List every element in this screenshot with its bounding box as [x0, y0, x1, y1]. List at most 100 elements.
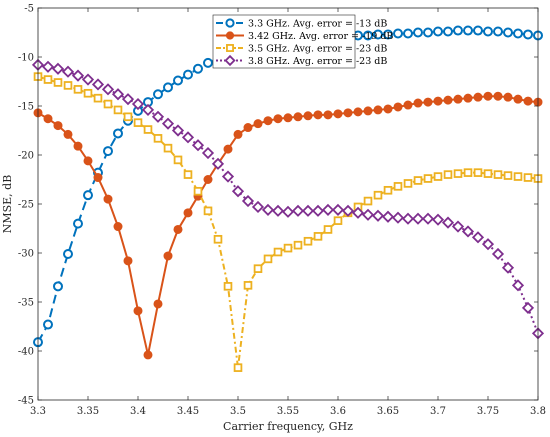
- data-point: [333, 109, 343, 119]
- data-point: [493, 170, 503, 179]
- x-tick-label: 3.4: [130, 406, 146, 417]
- data-point: [131, 97, 145, 111]
- x-tick-label: 3.65: [377, 406, 399, 417]
- data-point: [151, 110, 165, 123]
- legend-label: 3.42 GHz. Avg. error = -19 dB: [248, 31, 393, 42]
- data-point: [273, 114, 283, 124]
- data-point: [301, 204, 315, 217]
- data-point: [141, 103, 155, 116]
- data-point: [383, 185, 393, 195]
- data-point: [323, 110, 333, 120]
- data-point: [163, 143, 173, 153]
- data-point: [343, 108, 353, 118]
- data-point: [371, 209, 385, 222]
- data-point: [393, 102, 403, 112]
- series-layer: [31, 25, 545, 372]
- data-point: [423, 174, 433, 183]
- x-tick-label: 3.7: [430, 406, 446, 417]
- data-point: [433, 172, 443, 181]
- y-tick-label: -45: [18, 396, 34, 407]
- data-point: [43, 319, 53, 330]
- data-point: [413, 176, 423, 185]
- x-tick-label: 3.55: [277, 406, 299, 417]
- legend-label: 3.3 GHz. Avg. error = -13 dB: [248, 18, 387, 29]
- data-point: [493, 91, 503, 101]
- legend-marker: [226, 44, 234, 52]
- x-tick-label: 3.6: [330, 406, 346, 417]
- legend-marker: [224, 54, 236, 67]
- data-point: [181, 131, 195, 144]
- data-point: [261, 203, 275, 216]
- data-point: [103, 146, 113, 157]
- legend-entry: 3.5 GHz. Avg. error = -23 dB: [216, 43, 387, 54]
- data-point: [513, 94, 523, 104]
- data-point: [473, 168, 483, 177]
- tick-layer: 3.3 3.35 3.4 3.45 3.5 3.55 3.6 3.65 3.7 3.75 3.8 -5…: [18, 4, 546, 418]
- data-point: [231, 185, 245, 198]
- data-point: [313, 232, 323, 241]
- y-tick-label: -20: [18, 151, 34, 162]
- data-point: [461, 225, 475, 238]
- y-tick-label: -5: [24, 4, 34, 15]
- data-point: [63, 129, 73, 139]
- legend-label: 3.8 GHz. Avg. error = -23 dB: [248, 56, 387, 67]
- data-point: [43, 114, 53, 124]
- data-point: [183, 69, 193, 80]
- data-point: [443, 26, 453, 37]
- series-4: [31, 58, 545, 340]
- data-point: [443, 95, 453, 105]
- data-point: [411, 212, 425, 225]
- data-point: [213, 234, 223, 244]
- data-point: [113, 222, 123, 232]
- data-point: [331, 203, 345, 216]
- data-point: [383, 29, 393, 40]
- data-point: [53, 78, 63, 87]
- data-point: [143, 350, 153, 360]
- data-point: [413, 98, 423, 108]
- legend-entry: 3.8 GHz. Avg. error = -23 dB: [216, 54, 387, 67]
- data-point: [251, 200, 265, 214]
- data-point: [243, 281, 253, 290]
- data-point: [303, 111, 313, 121]
- data-point: [373, 29, 383, 40]
- data-point: [73, 85, 83, 94]
- data-point: [473, 25, 483, 36]
- data-point: [523, 29, 533, 40]
- data-point: [393, 28, 403, 39]
- data-point: [503, 92, 513, 102]
- legend-entry: 3.42 GHz. Avg. error = -19 dB: [216, 31, 393, 42]
- legend-marker: [225, 31, 235, 40]
- data-point: [133, 306, 143, 316]
- data-point: [153, 134, 163, 143]
- data-point: [103, 194, 113, 204]
- data-point: [243, 123, 253, 133]
- x-tick-label: 3.45: [177, 406, 199, 417]
- data-point: [381, 210, 395, 223]
- data-point: [93, 173, 103, 183]
- data-point: [451, 220, 465, 233]
- data-point: [173, 155, 183, 165]
- data-point: [403, 28, 413, 39]
- y-tick-label: -40: [18, 347, 34, 358]
- data-point: [81, 73, 95, 86]
- legend: 3.3 GHz. Avg. error = -13 dB 3.42 GHz. Av…: [212, 14, 393, 69]
- data-point: [191, 139, 205, 152]
- legend-label: 3.5 GHz. Avg. error = -23 dB: [248, 43, 387, 54]
- data-point: [153, 299, 163, 309]
- data-point: [113, 105, 123, 115]
- data-point: [503, 171, 513, 180]
- data-point: [221, 170, 235, 183]
- x-axis-title: Carrier frequency, GHz: [223, 420, 353, 433]
- data-point: [203, 175, 213, 184]
- data-point: [483, 169, 493, 178]
- data-point: [483, 26, 493, 37]
- data-point: [53, 281, 63, 292]
- data-point: [173, 75, 183, 86]
- data-point: [161, 117, 175, 130]
- data-point: [453, 94, 463, 104]
- data-point: [393, 182, 403, 191]
- data-point: [273, 247, 283, 257]
- data-point: [423, 27, 433, 38]
- data-point: [121, 93, 135, 106]
- data-point: [43, 75, 53, 84]
